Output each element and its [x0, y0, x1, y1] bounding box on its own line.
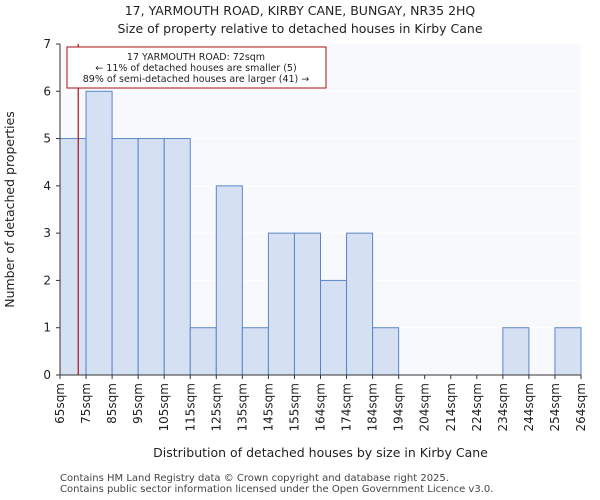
annotation-line-1: 17 YARMOUTH ROAD: 72sqm	[127, 52, 265, 63]
x-tick-label: 244sqm	[522, 383, 536, 431]
bar	[554, 327, 582, 376]
x-tick-label: 174sqm	[340, 383, 354, 431]
x-tick-label: 135sqm	[235, 383, 249, 431]
y-tick-label: 2	[43, 273, 51, 287]
x-tick-label: 75sqm	[79, 383, 93, 424]
y-tick-label: 1	[43, 321, 51, 335]
x-tick-label: 254sqm	[548, 383, 562, 431]
footer-copyright: Contains HM Land Registry data © Crown c…	[60, 473, 449, 484]
x-tick-label: 145sqm	[261, 383, 275, 431]
annotation-line-2: ← 11% of detached houses are smaller (5)	[95, 63, 296, 74]
y-tick-label: 7	[43, 37, 51, 51]
x-tick-label: 234sqm	[496, 383, 510, 431]
y-axis-title: Number of detached properties	[2, 111, 17, 308]
chart-title: 17, YARMOUTH ROAD, KIRBY CANE, BUNGAY, N…	[124, 3, 476, 18]
x-axis-title: Distribution of detached houses by size …	[153, 445, 488, 460]
chart-subtitle: Size of property relative to detached ho…	[117, 21, 483, 36]
x-tick-label: 214sqm	[444, 383, 458, 431]
bar	[163, 138, 191, 376]
bar	[215, 185, 243, 376]
bar	[111, 138, 139, 376]
y-tick-label: 5	[43, 132, 51, 146]
x-tick-label: 194sqm	[392, 383, 406, 431]
bar	[293, 232, 322, 376]
bar	[372, 327, 400, 376]
bar	[320, 279, 348, 376]
bar	[346, 232, 374, 376]
bar	[85, 90, 113, 376]
x-tick-label: 85sqm	[105, 383, 119, 424]
y-tick-label: 0	[43, 368, 51, 382]
x-tick-label: 125sqm	[209, 383, 223, 431]
bar	[189, 327, 217, 376]
bar	[59, 138, 87, 376]
y-tick-label: 4	[43, 179, 51, 193]
annotation-line-3: 89% of semi-detached houses are larger (…	[83, 74, 310, 85]
x-tick-label: 105sqm	[157, 383, 171, 431]
x-tick-label: 184sqm	[366, 383, 380, 431]
x-tick-label: 65sqm	[53, 383, 67, 424]
x-tick-label: 264sqm	[574, 383, 588, 431]
x-tick-label: 155sqm	[287, 383, 301, 431]
x-tick-label: 115sqm	[183, 383, 197, 431]
x-tick-label: 164sqm	[314, 383, 328, 431]
x-tick-label: 95sqm	[131, 383, 145, 424]
bar	[502, 327, 530, 376]
y-tick-label: 3	[43, 226, 51, 240]
x-tick-label: 224sqm	[470, 383, 484, 431]
x-tick-label: 204sqm	[418, 383, 432, 431]
y-tick-label: 6	[43, 84, 51, 98]
footer-licence: Contains public sector information licen…	[60, 484, 494, 495]
annotation-box	[66, 46, 327, 89]
bar	[137, 138, 165, 376]
bar	[241, 327, 269, 376]
bar	[267, 232, 295, 376]
